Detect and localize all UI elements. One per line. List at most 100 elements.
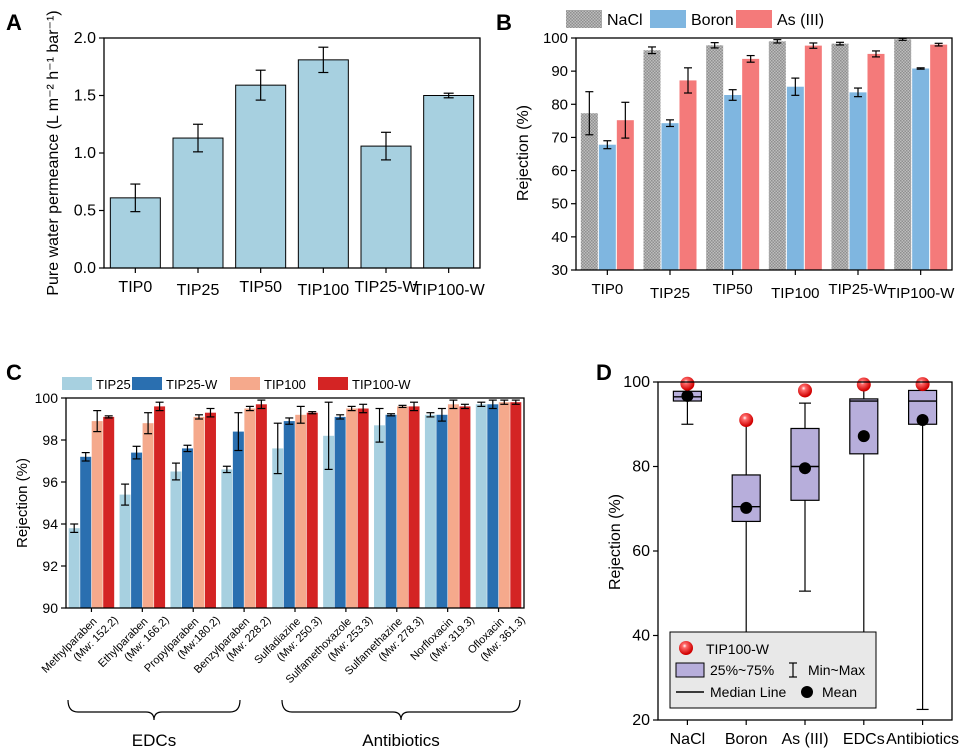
panel-a-plot-frame [103,37,481,269]
panel-c-bar [170,471,182,608]
panel-d-ytick-label: 80 [632,459,650,476]
panel-c-legend-label: TIP25-W [166,377,218,392]
panel-label-c: C [6,360,22,385]
panel-c-bar [221,469,233,608]
panel-c-xtick-label: Norfloxacin(Mw: 319.3) [408,604,477,673]
panel-c-bar [374,425,386,608]
panel-b-legend-swatch [650,10,686,28]
panel-b-ytick-label: 80 [551,96,568,113]
panel-d-plot-frame [657,381,953,721]
panel-c-bar [447,404,459,608]
panel-c-bar [498,402,510,608]
panel-a-xtick-label: TIP50 [239,279,282,296]
panel-label-d: D [596,360,612,385]
panel-b-bar [786,86,804,270]
panel-b-ytick-label: 70 [551,129,568,146]
panel-b-bar [768,41,786,270]
panel-d-xtick-label: Boron [725,731,768,748]
panel-c-bar [334,416,346,608]
panel-c-bar [142,423,154,608]
panel-d-legend-median-label: Median Line [710,684,786,700]
panel-a-ytick-label: 2.0 [74,30,96,47]
panel-c-bar [357,408,369,608]
panel-a-ytick-label: 1.0 [74,145,96,162]
panel-c-bar [131,452,143,608]
panel-a-bar [297,59,349,269]
panel-b-xtick-label: TIP25 [650,285,690,302]
panel-c-antibiotics-group-label: Antibiotics [362,731,439,750]
panel-c-bar [283,421,295,608]
panel-b-legend-label: NaCl [607,12,643,29]
panel-b-plot-frame [575,37,953,271]
panel-d-legend-whisker-label: Min~Max [808,662,865,678]
panel-c-bar [424,414,436,608]
panel-d-box [849,398,879,455]
panel-label-a: A [6,10,22,35]
panel-d-ylabel: Rejection (%) [607,494,624,590]
panel-c-xtick-label: Ethylparaben(Mw: 166.2) [96,604,172,680]
panel-b-boron-arsenic-chart: 30 40 50 60 70 80 90 100 TIP0 TIP25 TIP50 TIP100 TIP… [543,10,955,302]
panel-c-bar [80,456,92,608]
panel-b-bar [804,45,822,270]
panel-c-bar [181,448,193,608]
panel-b-bar [724,95,742,271]
panel-a-bar [360,145,412,269]
panel-a-xtick-label: TIP100-W [413,282,486,299]
panel-a-permeance-chart: 0.0 0.5 1.0 1.5 2.0 TIP0 TIP25 TIP50 TIP100 TIP25… [74,30,486,299]
panel-b-bar [742,58,760,270]
panel-b-bar [616,120,634,271]
panel-b-ytick-label: 50 [551,196,568,213]
panel-c-bar [475,404,487,608]
panel-d-mean-point [681,389,694,402]
panel-c-bar [487,404,499,608]
panel-b-bar [661,123,679,270]
panel-c-legend-label: TIP100-W [352,377,411,392]
panel-d-mean-point [740,501,753,514]
panel-d-tip100w-point [739,413,754,428]
panel-a-bar [423,95,475,269]
panel-c-ylabel: Rejection (%) [14,458,31,548]
panel-b-bar [894,39,912,270]
panel-d-tip100w-point [680,376,695,391]
panel-b-bar [867,53,885,271]
panel-c-legend-swatch [318,377,348,390]
panel-c-bar [510,402,522,608]
panel-c-bar [346,408,358,608]
panel-a-xtick-label: TIP25-W [354,279,418,296]
panel-d-tip100w-point [915,377,930,392]
panel-b-xtick-label: TIP50 [713,281,753,298]
panel-c-edcs-group-label: EDCs [132,731,176,750]
panel-c-ytick-label: 90 [42,600,58,616]
panel-b-bar [849,92,867,271]
panel-c-legend-label: TIP25 [96,377,131,392]
panel-c-edcs-brace [67,699,241,721]
panel-c-bar [306,412,318,608]
panel-d-ytick-label: 40 [632,628,650,645]
panel-c-bar [397,406,409,608]
panel-b-xtick-label: TIP100 [771,285,819,302]
panel-d-mean-point [857,430,870,443]
panel-b-ylabel: Rejection (%) [515,105,532,201]
panel-b-bar [831,43,849,271]
panel-c-xtick-label: Propylparaben(Mw:180.2) [142,604,222,684]
panel-c-bar [255,404,267,608]
panel-d-legend-mean-label: Mean [822,684,857,700]
panel-b-ytick-label: 60 [551,163,568,180]
panel-b-bar [580,113,598,270]
panel-a-ytick-label: 0.5 [74,203,96,220]
panel-d-legend-highlight-marker [679,641,693,655]
panel-d-xtick-label: EDCs [843,731,885,748]
panel-a-ytick-label: 1.5 [74,88,96,105]
panel-c-xtick-label: Benzylparaben(Mw: 228.2) [192,604,274,686]
panel-c-bar [272,448,284,608]
panel-c-legend-swatch [132,377,162,390]
panel-c-ytick-label: 92 [42,558,58,574]
panel-c-bar [232,431,244,608]
panel-c-bar [91,421,103,608]
panel-c-xtick-label: Methylparaben(Mw: 152.2) [40,604,121,685]
panel-b-xtick-label: TIP25-W [828,281,888,298]
panel-c-antibiotics-brace [281,699,521,721]
panel-d-legend-box-label: 25%~75% [710,662,774,678]
panel-c-bar [323,435,335,608]
panel-d-xtick-label: As (III) [781,731,828,748]
